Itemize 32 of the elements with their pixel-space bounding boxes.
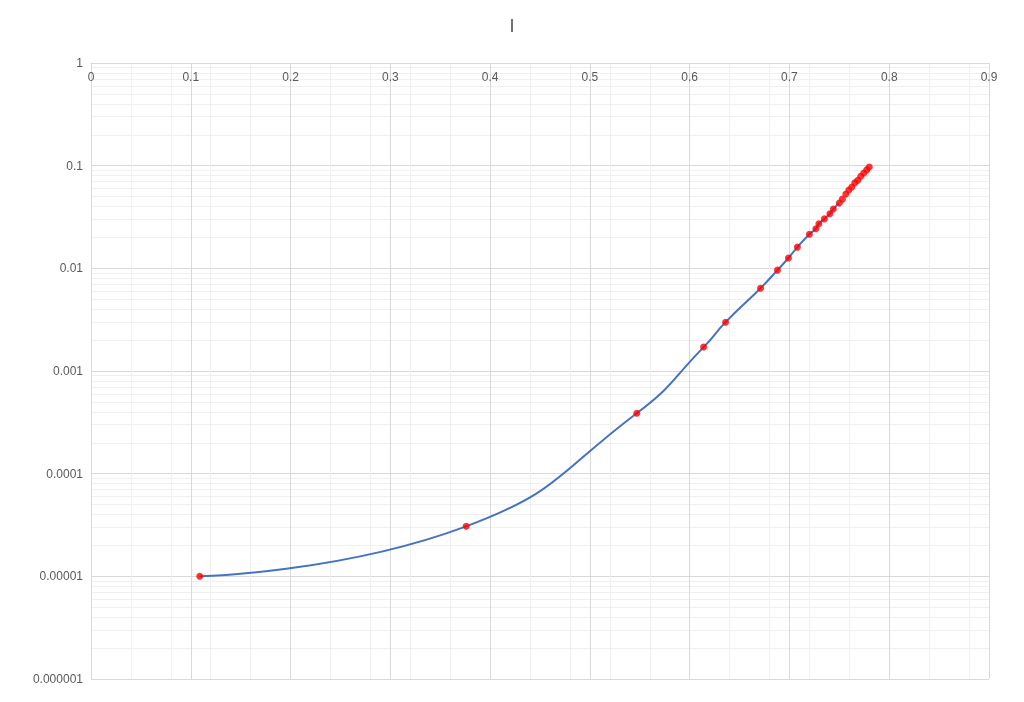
point — [700, 343, 708, 351]
x-tick-label: 0.1 — [182, 70, 200, 84]
y-tick-label: 0.1 — [66, 158, 84, 173]
y-tick-label: 0.01 — [59, 261, 84, 276]
x-tick-label: 0.2 — [282, 70, 300, 84]
y-tick-label: 0.000001 — [32, 672, 84, 686]
y-tick-label: 0.00001 — [39, 569, 84, 584]
x-tick-label: 0.8 — [880, 70, 898, 84]
point — [722, 318, 730, 326]
point — [838, 195, 846, 203]
x-tick-label: 0.4 — [481, 70, 499, 84]
chart-title: I — [509, 16, 515, 36]
point — [805, 230, 813, 238]
point — [773, 266, 781, 274]
point — [757, 284, 765, 292]
point — [815, 220, 823, 228]
x-tick-label: 0.6 — [681, 70, 699, 84]
point — [829, 205, 837, 213]
point — [784, 254, 792, 262]
point — [462, 522, 470, 530]
y-tick-label: 0.001 — [52, 364, 84, 378]
y-tick-label: 1 — [76, 56, 84, 70]
point — [633, 409, 641, 417]
point — [793, 243, 801, 251]
x-tick-label: 0 — [87, 70, 95, 84]
x-tick-label: 0.7 — [781, 70, 799, 84]
point — [196, 572, 204, 580]
y-tick-label: 0.0001 — [46, 466, 84, 481]
x-tick-label: 0.5 — [581, 70, 599, 84]
x-tick-label: 0.9 — [980, 70, 998, 84]
point — [820, 215, 828, 223]
x-tick-label: 0.3 — [381, 70, 399, 84]
